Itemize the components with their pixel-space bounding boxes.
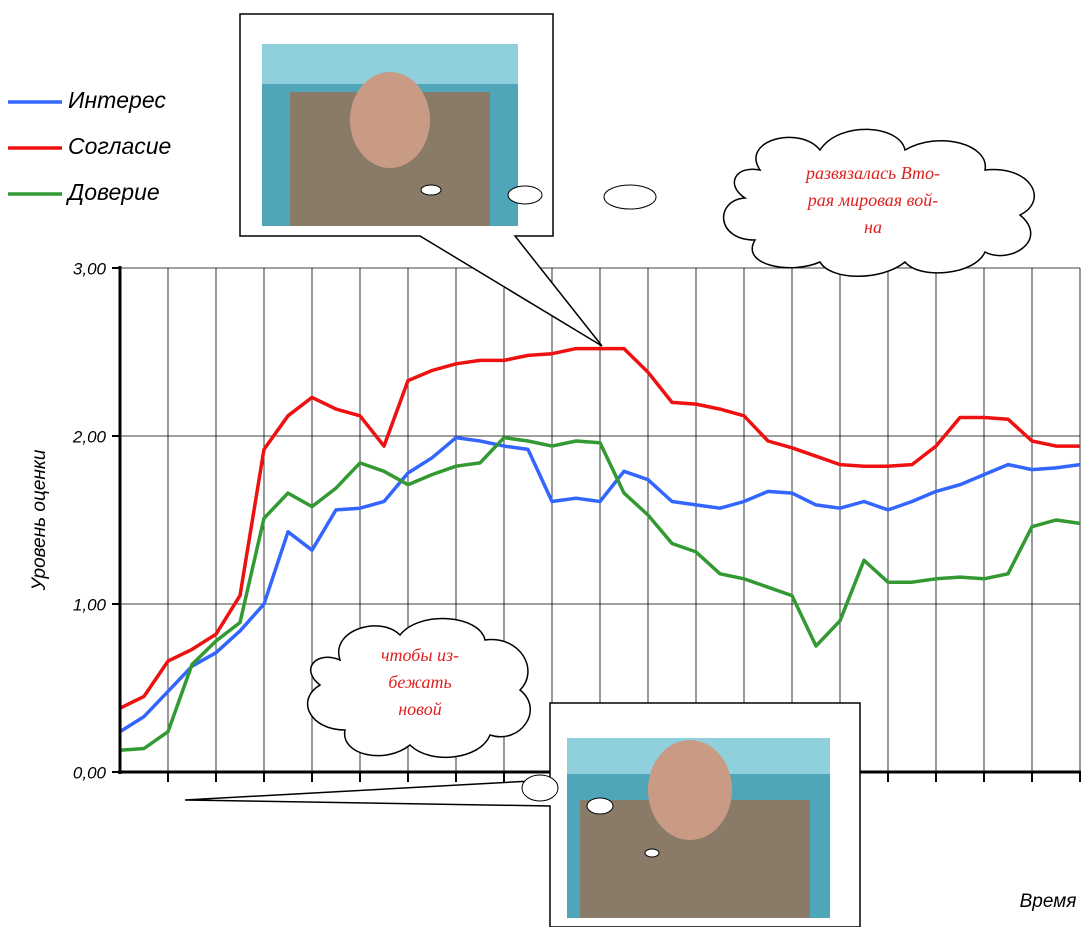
annotation-text: чтобы из- <box>381 645 459 665</box>
annotation-text: рая мировая вой- <box>806 190 938 210</box>
callout-bottom <box>184 702 861 927</box>
cloud <box>307 128 1035 758</box>
series-line <box>119 435 1081 734</box>
annotation-text: новой <box>398 699 442 719</box>
legend-label: Доверие <box>65 179 160 205</box>
callout-top <box>239 13 657 347</box>
legend-label: Интерес <box>68 87 166 113</box>
annotation-text: на <box>864 217 882 237</box>
annotation-text: развязалась Вто- <box>804 163 940 183</box>
y-tick-label: 0,00 <box>73 763 107 782</box>
annotation-text: бежать <box>388 672 451 692</box>
y-tick-label: 3,00 <box>73 259 107 278</box>
series-line <box>119 435 1081 752</box>
legend-label: Согласие <box>68 133 171 159</box>
y-tick-label: 2,00 <box>72 427 107 446</box>
legend: Интерес Согласие Доверие <box>8 87 171 205</box>
y-tick-label: 1,00 <box>73 595 107 614</box>
lines <box>119 346 1081 752</box>
series-line <box>119 346 1080 710</box>
y-axis-label: Уровень оценки <box>29 449 50 591</box>
x-axis-label: Время <box>1020 891 1077 912</box>
annotations: развязалась Вто-рая мировая вой-на чтобы … <box>381 163 940 719</box>
